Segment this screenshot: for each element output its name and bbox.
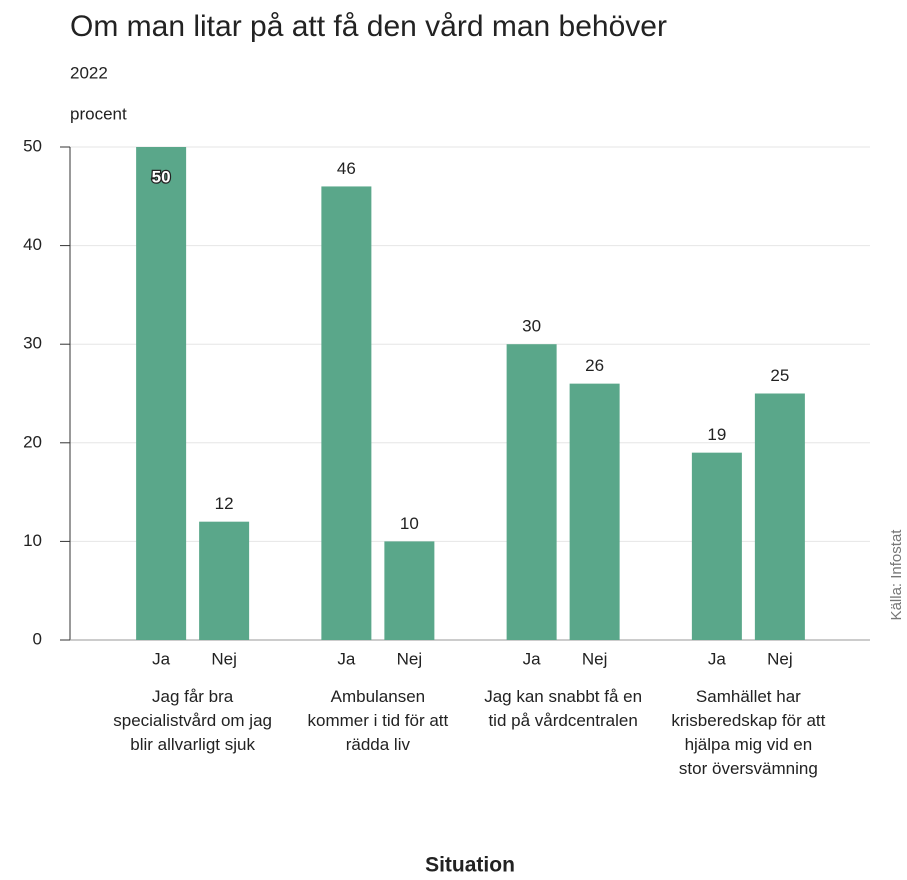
y-tick-label: 30 xyxy=(23,334,42,353)
chart-title: Om man litar på att få den vård man behö… xyxy=(70,10,667,43)
x-tick-label: Nej xyxy=(582,649,608,668)
y-tick-label: 40 xyxy=(23,235,42,254)
data-label: 26 xyxy=(585,356,604,375)
bar xyxy=(384,541,435,640)
bar xyxy=(199,521,250,640)
group-label: Jag kan snabbt få en tid på vårdcentrale… xyxy=(484,687,643,730)
data-label: 46 xyxy=(337,159,356,178)
x-tick-label: Ja xyxy=(152,649,171,668)
data-label: 25 xyxy=(770,366,789,385)
bar xyxy=(691,452,742,640)
x-tick-label: Nej xyxy=(767,649,793,668)
bar xyxy=(321,186,372,640)
bar xyxy=(569,383,620,640)
group-label: Jag får bra specialistvård om jag blir a… xyxy=(113,687,272,754)
chart-subtitle: 2022 xyxy=(70,63,108,82)
data-label: 30 xyxy=(522,317,541,336)
data-label: 12 xyxy=(215,494,234,513)
data-label: 10 xyxy=(400,514,419,533)
y-tick-label: 50 xyxy=(23,136,42,155)
group-label: Ambulansen kommer i tid för att rädda li… xyxy=(307,687,449,754)
source: Källa: Infostat xyxy=(888,529,905,621)
x-axis-label: Situation xyxy=(425,854,515,877)
x-tick-label: Ja xyxy=(523,649,542,668)
x-tick-label: Nej xyxy=(211,649,237,668)
x-tick-label: Ja xyxy=(337,649,356,668)
x-tick-label: Ja xyxy=(708,649,727,668)
x-tick-label: Nej xyxy=(397,649,423,668)
group-label: Samhället har krisberedskap för att hjäl… xyxy=(671,687,826,778)
data-label: 19 xyxy=(707,425,726,444)
y-tick-label: 0 xyxy=(33,629,42,648)
data-label: 50 xyxy=(152,167,171,186)
y-tick-label: 20 xyxy=(23,432,42,451)
bar xyxy=(506,344,557,640)
bar xyxy=(136,147,187,640)
bar xyxy=(754,393,805,640)
y-tick-label: 10 xyxy=(23,531,42,550)
y-axis-label: procent xyxy=(70,104,127,123)
